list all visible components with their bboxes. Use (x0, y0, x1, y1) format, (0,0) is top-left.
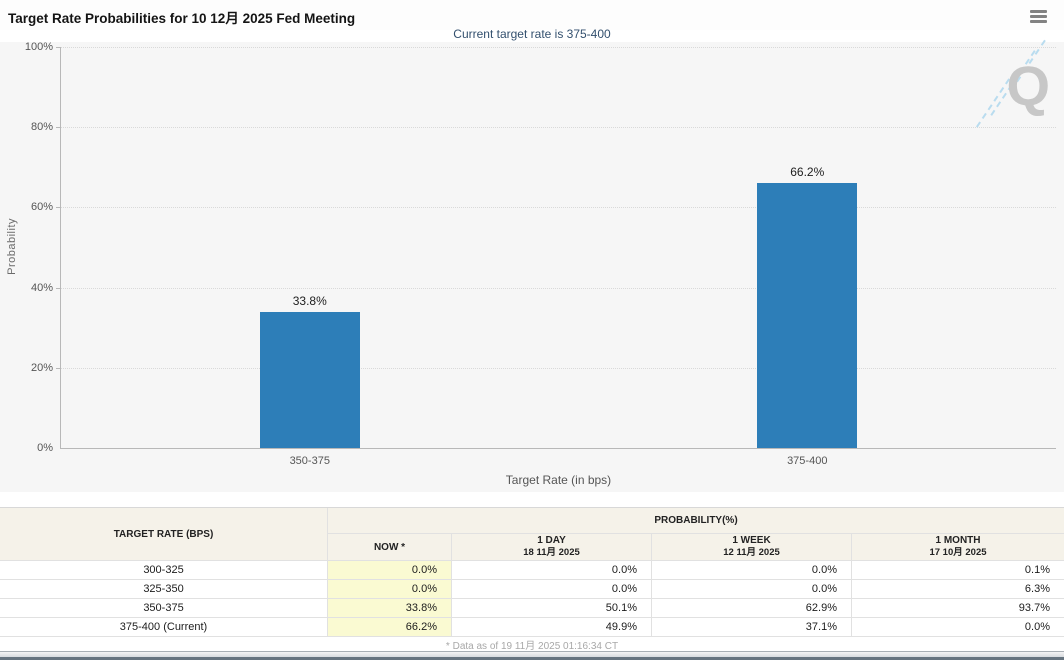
probability-bar[interactable] (259, 312, 360, 448)
y-axis-title: Probability (6, 218, 18, 275)
column-date: 12 11月 2025 (723, 547, 780, 559)
bar-group-375-400: 66.2% (757, 47, 858, 448)
data-as-of-footnote: * Data as of 19 11月 2025 01:16:34 CT (445, 641, 619, 652)
rate-label-cell: 325-350 (0, 580, 328, 599)
week-value-cell: 62.9% (652, 599, 852, 618)
y-tick-mark (56, 47, 61, 48)
column-label: 1 WEEK (732, 535, 771, 547)
column-header-1week: 1 WEEK 12 11月 2025 (652, 534, 852, 561)
chart-plot-area: 100% 80% 60% 40% 20% 0% 33.8% 66.2% 350-… (25, 41, 1056, 487)
x-tick-label: 350-375 (289, 455, 330, 467)
probability-bar-chart: Probability 100% 80% 60% 40% 20% 0% 33.8… (0, 39, 1064, 492)
header-bar: Target Rate Probabilities for 10 12月 202… (0, 0, 1064, 30)
current-target-rate-subtitle: Current target rate is 375-400 (453, 27, 611, 41)
bottom-edge-bar (0, 651, 1064, 660)
menu-bar-line (1030, 10, 1047, 13)
column-header-now: NOW * (328, 534, 452, 561)
column-label: 1 MONTH (935, 535, 981, 547)
menu-bar-line (1030, 15, 1047, 18)
menu-bar-line (1030, 20, 1047, 23)
month-value-cell: 0.0% (852, 618, 1064, 637)
column-date: 18 11月 2025 (523, 547, 580, 559)
y-tick-label: 20% (30, 361, 53, 374)
logo-q-letter: Q (1006, 54, 1050, 117)
day-value-cell: 49.9% (452, 618, 652, 637)
y-tick-mark (56, 127, 61, 129)
rate-label-cell: 300-325 (0, 561, 328, 580)
month-value-cell: 93.7% (852, 599, 1064, 618)
gridline-80 (61, 127, 1056, 129)
month-value-cell: 0.1% (852, 561, 1064, 580)
page-title: Target Rate Probabilities for 10 12月 202… (8, 11, 356, 26)
y-tick-label: 40% (30, 281, 53, 294)
y-tick-label: 100% (24, 41, 53, 53)
column-date: 17 10月 2025 (929, 547, 987, 559)
x-axis-title: Target Rate (in bps) (505, 473, 612, 487)
column-label: 1 DAY (537, 535, 566, 547)
quikstrike-logo: Q (975, 39, 1052, 128)
bar-value-label: 66.2% (790, 164, 825, 179)
column-header-1day: 1 DAY 18 11月 2025 (452, 534, 652, 561)
column-header-target-rate: TARGET RATE (BPS) (0, 508, 328, 561)
y-tick-mark (56, 207, 61, 209)
now-value-cell: 33.8% (328, 599, 452, 618)
now-value-cell: 0.0% (328, 580, 452, 599)
y-tick-label: 60% (30, 201, 53, 214)
week-value-cell: 37.1% (652, 618, 852, 637)
bar-value-label: 33.8% (292, 294, 327, 309)
week-value-cell: 0.0% (652, 580, 852, 599)
column-header-1month: 1 MONTH 17 10月 2025 (852, 534, 1064, 561)
y-tick-label: 80% (30, 121, 53, 134)
hamburger-menu-icon[interactable] (1030, 10, 1047, 24)
probability-table: TARGET RATE (BPS) PROBABILITY(%) NOW * 1… (0, 507, 1064, 637)
now-value-cell: 66.2% (328, 618, 452, 637)
gridline-60 (61, 207, 1056, 209)
day-value-cell: 0.0% (452, 561, 652, 580)
x-tick-label: 375-400 (787, 455, 828, 467)
week-value-cell: 0.0% (652, 561, 852, 580)
month-value-cell: 6.3% (852, 580, 1064, 599)
gridline-20 (61, 367, 1056, 369)
rate-label-cell: 350-375 (0, 599, 328, 618)
day-value-cell: 0.0% (452, 580, 652, 599)
day-value-cell: 50.1% (452, 599, 652, 618)
rate-label-cell: 375-400 (Current) (0, 618, 328, 637)
probability-bar[interactable] (757, 182, 858, 448)
gridline-100 (61, 47, 1056, 48)
y-tick-mark (56, 287, 61, 289)
gridline-40 (61, 287, 1056, 289)
now-value-cell: 0.0% (328, 561, 452, 580)
bar-group-350-375: 33.8% (259, 47, 360, 448)
column-header-probability: PROBABILITY(%) (328, 508, 1064, 534)
y-tick-label: 0% (37, 442, 53, 454)
column-label: NOW * (373, 541, 406, 553)
y-tick-mark (56, 367, 61, 369)
